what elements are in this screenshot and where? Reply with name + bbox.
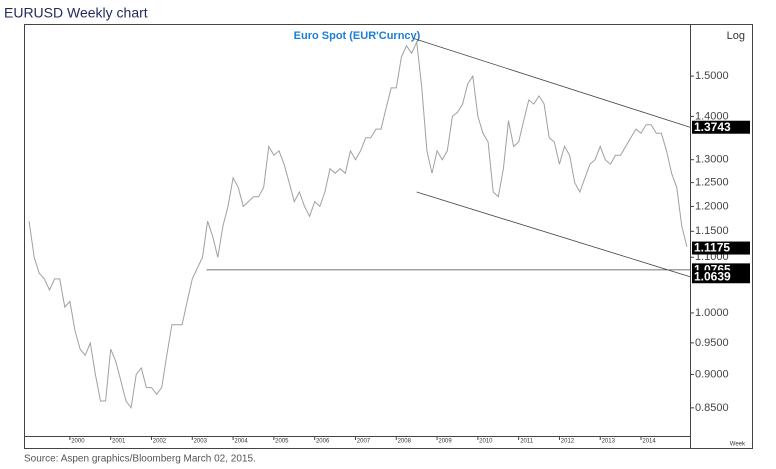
price-line: [28, 40, 688, 410]
frame: [24, 24, 753, 449]
source: Source: Aspen graphics/Bloomberg March 0…: [24, 454, 256, 465]
x-tick-label: 2010: [479, 439, 493, 445]
x-tick-label: 2004: [234, 439, 248, 445]
x-tick-label: 2007: [357, 439, 371, 445]
x-tick-label: 2011: [520, 439, 534, 445]
y-tick-label: 1.5000: [695, 70, 729, 82]
x-tick-label: 2002: [153, 439, 167, 445]
y-tick-label: 1.4000: [695, 110, 729, 122]
x-tick-label: 2013: [602, 439, 616, 445]
price-marker-label: 1.3743: [694, 120, 731, 134]
chart-title: EURUSD Weekly chart: [4, 5, 148, 21]
y-tick-label: 0.9000: [695, 368, 729, 380]
scale-label: Log: [727, 30, 745, 42]
price-marker: [692, 120, 750, 134]
price-marker: [692, 270, 750, 284]
trend-line: [416, 191, 691, 278]
x-tick-label: 2003: [194, 439, 208, 445]
x-unit: Week: [730, 442, 746, 448]
trend-line: [413, 38, 691, 128]
y-tick-label: 1.1500: [695, 225, 729, 237]
x-tick-label: 2008: [398, 439, 412, 445]
x-tick-label: 2000: [71, 439, 85, 445]
y-tick-label: 0.8500: [695, 402, 729, 414]
x-tick-label: 2014: [642, 439, 656, 445]
x-tick-label: 2012: [561, 439, 575, 445]
legend: Euro Spot (EUR'Curncy): [294, 30, 421, 42]
price-marker-label: 1.1175: [694, 241, 730, 255]
x-tick-label: 2005: [275, 439, 289, 445]
x-tick-label: 2001: [112, 439, 126, 445]
y-tick-label: 1.2000: [695, 200, 729, 212]
x-tick-label: 2009: [438, 439, 452, 445]
price-marker-label: 1.0639: [694, 269, 731, 283]
y-tick-label: 1.2500: [695, 177, 729, 189]
y-tick-label: 0.9500: [695, 337, 729, 349]
y-tick-label: 1.0000: [695, 307, 729, 319]
price-marker: [692, 241, 750, 255]
x-tick-label: 2006: [316, 439, 330, 445]
y-tick-label: 1.3000: [695, 154, 729, 166]
